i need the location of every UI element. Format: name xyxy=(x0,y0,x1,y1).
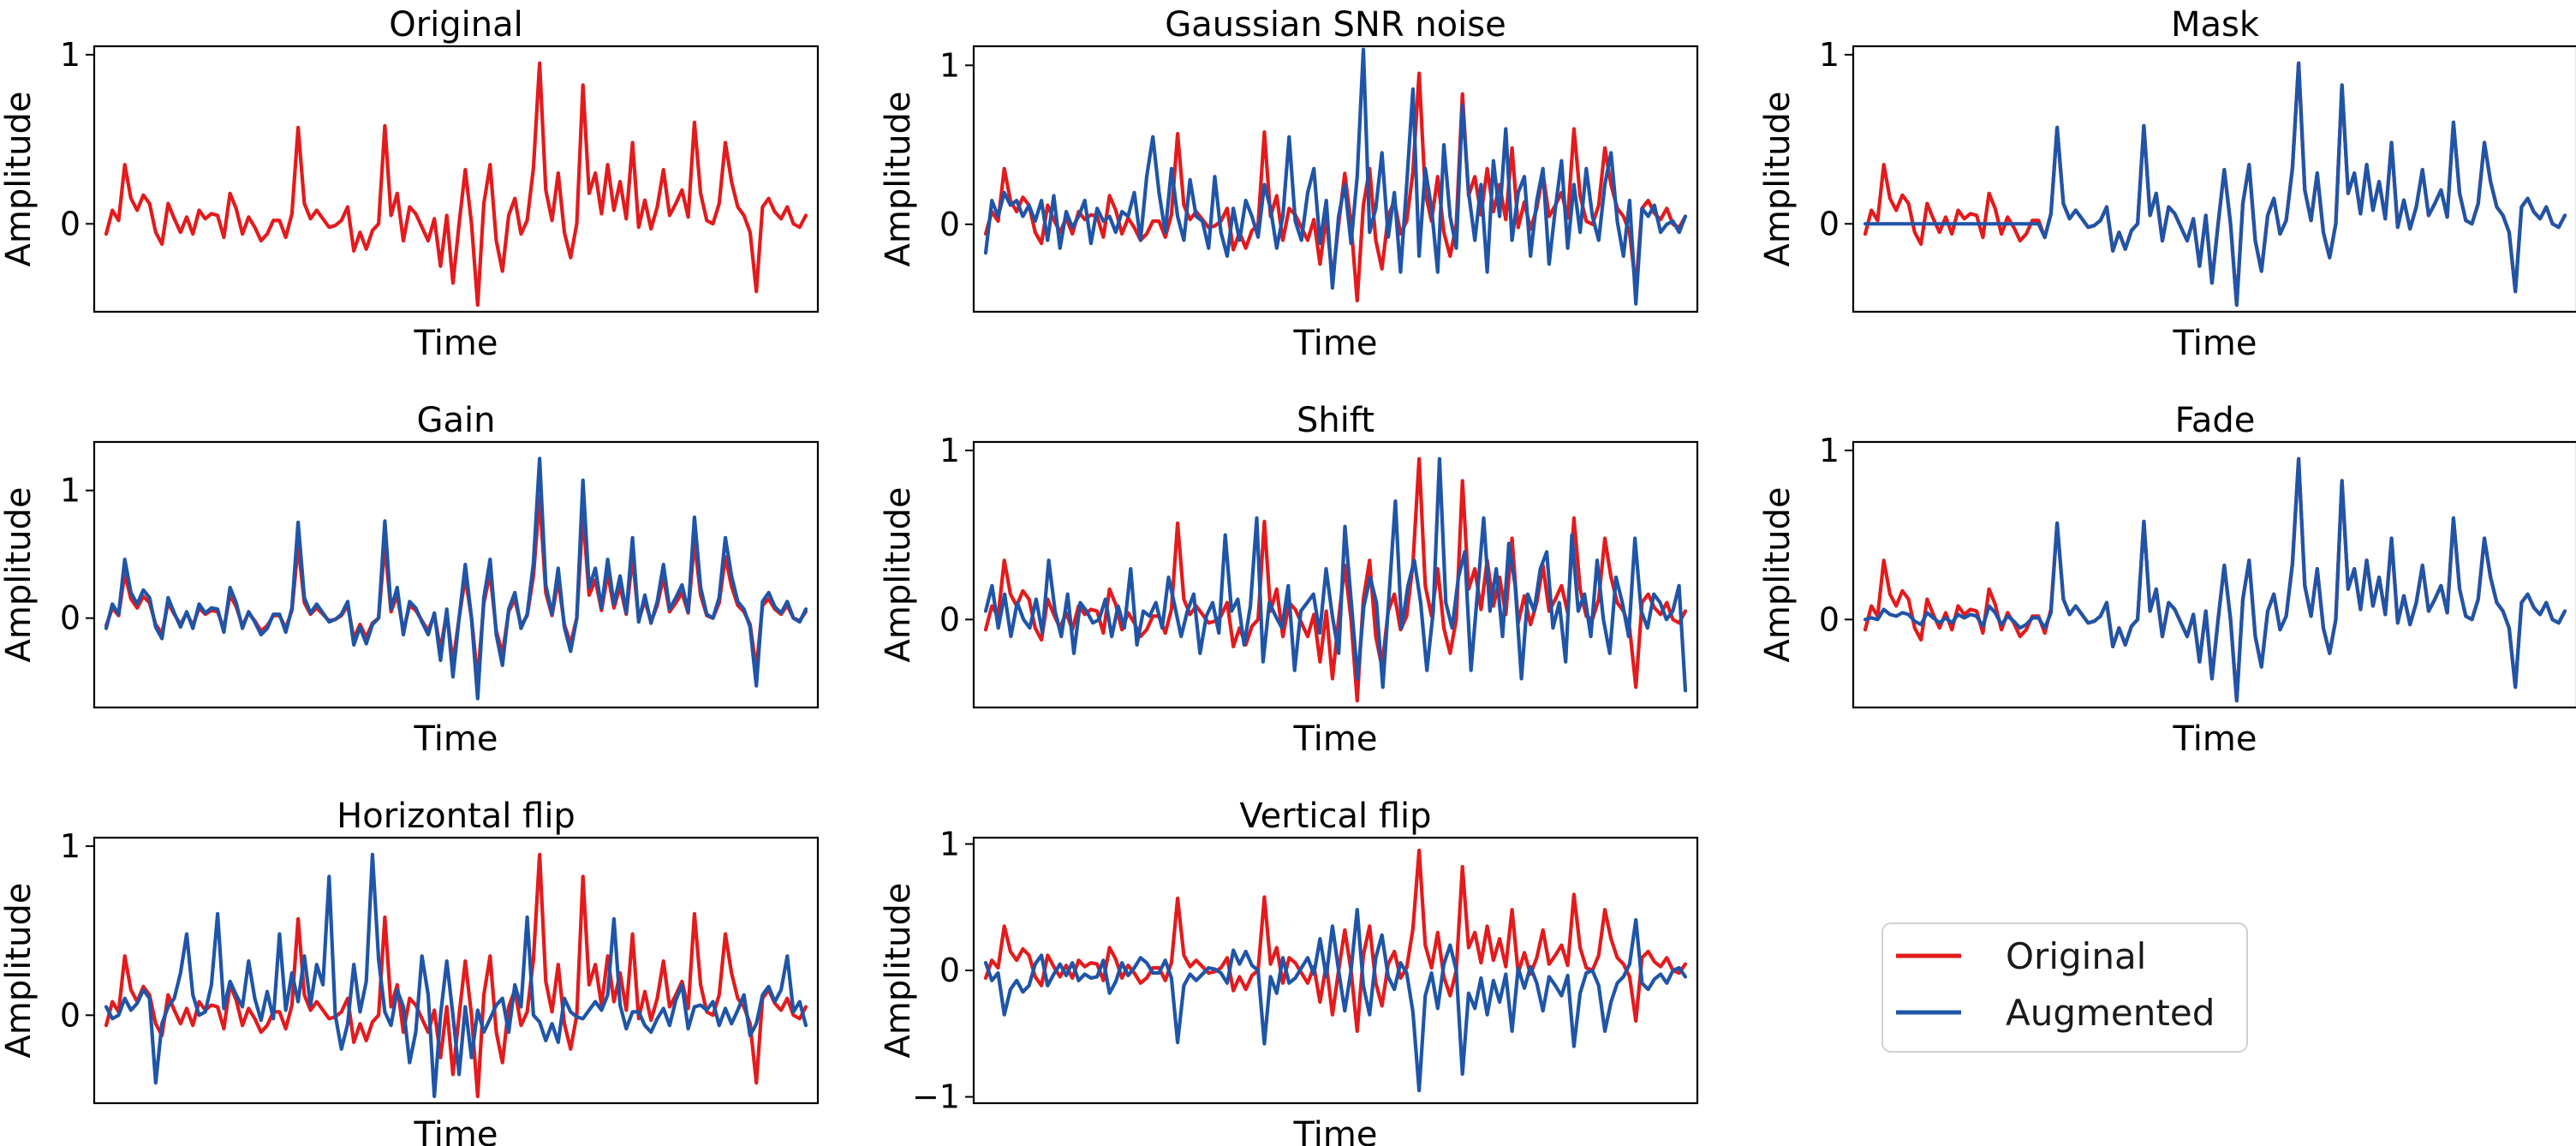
y-axis-label: Amplitude xyxy=(879,487,918,663)
y-tick-label: 1 xyxy=(60,472,80,510)
y-axis-label: Amplitude xyxy=(0,487,39,663)
plot-frame xyxy=(972,440,1699,709)
series-line-augmented xyxy=(1863,457,2567,703)
plot-frame xyxy=(972,836,1699,1105)
x-axis-label: Time xyxy=(2173,324,2257,363)
plot-frame xyxy=(92,45,820,313)
panel-original: Original Time Amplitude 0 1 xyxy=(0,5,820,363)
panel-vertical-flip: Vertical flip Time Amplitude −1 0 1 xyxy=(879,797,1699,1146)
series-line-augmented xyxy=(104,457,808,701)
chart-title: Mask xyxy=(2171,5,2260,45)
x-axis-label: Time xyxy=(2173,719,2257,759)
y-tick-label: 0 xyxy=(939,206,960,243)
y-axis-label: Amplitude xyxy=(0,92,39,267)
y-axis-label: Amplitude xyxy=(879,92,918,267)
plot-frame xyxy=(972,45,1699,313)
panel-fade: Fade Time Amplitude 0 1 xyxy=(1758,401,2576,759)
panel-gain: Gain Time Amplitude 0 1 xyxy=(0,401,820,759)
series-line-augmented xyxy=(983,457,1688,693)
series-line-original xyxy=(104,61,808,307)
chart-title: Gaussian SNR noise xyxy=(1165,5,1506,45)
y-tick-label: 0 xyxy=(939,952,960,989)
y-tick-label: 1 xyxy=(939,432,960,469)
y-tick-label: −1 xyxy=(912,1078,960,1116)
plot-frame xyxy=(92,836,820,1105)
legend-label-original: Original xyxy=(2006,935,2146,977)
legend-frame xyxy=(1881,922,2248,1053)
y-tick-label: 1 xyxy=(1819,432,1840,469)
y-axis-label: Amplitude xyxy=(0,883,39,1059)
panel-shift: Shift Time Amplitude 0 1 xyxy=(879,401,1699,759)
y-tick-label: 1 xyxy=(1819,36,1840,74)
series-line-augmented xyxy=(983,47,1688,306)
y-tick-label: 0 xyxy=(60,996,80,1034)
x-axis-label: Time xyxy=(414,324,498,363)
y-tick-label: 0 xyxy=(1819,600,1840,638)
y-tick-label: 0 xyxy=(1819,205,1840,242)
panel-horizontal-flip: Horizontal flip Time Amplitude 0 1 xyxy=(0,797,820,1146)
y-tick-label: 1 xyxy=(939,46,960,84)
y-tick-label: 1 xyxy=(60,827,80,865)
y-axis-label: Amplitude xyxy=(1758,487,1798,663)
chart-title: Fade xyxy=(2175,401,2256,440)
series-line-augmented xyxy=(1863,61,2567,307)
y-tick-label: 0 xyxy=(60,600,80,637)
plot-frame xyxy=(1852,440,2576,709)
legend-label-augmented: Augmented xyxy=(2006,992,2215,1034)
y-axis-label: Amplitude xyxy=(879,883,918,1059)
panel-gaussian-snr-noise: Gaussian SNR noise Time Amplitude 0 1 xyxy=(879,5,1699,363)
y-tick-label: 0 xyxy=(60,205,80,242)
panel-mask: Mask Time Amplitude 0 1 xyxy=(1758,5,2576,363)
x-axis-label: Time xyxy=(1293,719,1378,759)
plot-frame xyxy=(1852,45,2576,313)
x-axis-label: Time xyxy=(414,719,498,759)
legend: Original Augmented xyxy=(1881,922,2248,1053)
chart-title: Horizontal flip xyxy=(337,797,575,836)
y-axis-label: Amplitude xyxy=(1758,92,1798,267)
x-axis-label: Time xyxy=(414,1115,498,1146)
series-line-augmented xyxy=(983,907,1688,1093)
plot-frame xyxy=(92,440,820,709)
series-line-original xyxy=(983,848,1688,1034)
y-tick-label: 1 xyxy=(60,36,80,74)
y-tick-label: 0 xyxy=(939,600,960,638)
x-axis-label: Time xyxy=(1293,1115,1378,1146)
x-axis-label: Time xyxy=(1293,324,1378,363)
series-line-augmented xyxy=(104,852,808,1099)
chart-title: Shift xyxy=(1297,401,1374,440)
chart-title: Original xyxy=(389,5,523,45)
chart-title: Gain xyxy=(417,401,496,440)
chart-title: Vertical flip xyxy=(1239,797,1431,836)
series-line-original xyxy=(983,457,1688,703)
y-tick-label: 1 xyxy=(939,825,960,862)
